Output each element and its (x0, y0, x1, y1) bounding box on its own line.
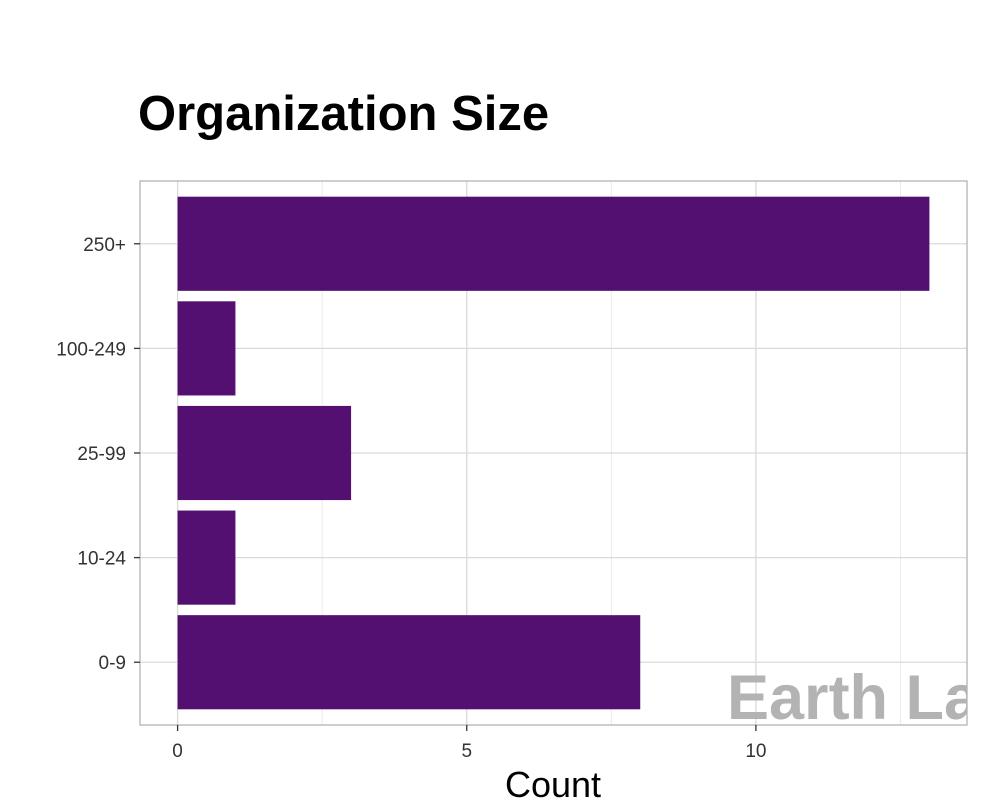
bar-10-24 (177, 510, 236, 605)
y-tick-label: 100-249 (56, 339, 126, 360)
bar-0-9 (177, 615, 641, 710)
bar-25-99 (177, 405, 352, 501)
chart-title: Organization Size (138, 87, 550, 141)
y-tick-label: 10-24 (77, 549, 126, 570)
x-tick-label: 5 (461, 741, 472, 762)
x-tick-label: 0 (172, 741, 183, 762)
y-tick-label: 25-99 (77, 444, 126, 465)
bar-250+ (177, 196, 930, 291)
x-tick-label: 10 (745, 741, 766, 762)
x-axis-title: Count (505, 764, 601, 800)
bar-100-249 (177, 301, 236, 396)
y-tick-label: 0-9 (99, 653, 126, 674)
bars (177, 196, 930, 710)
axes: 0-9 10-24 25-99 100-249 250+ 0 5 10 (56, 235, 766, 762)
watermark-text: Earth La (727, 663, 980, 733)
y-tick-label: 250+ (83, 235, 126, 256)
